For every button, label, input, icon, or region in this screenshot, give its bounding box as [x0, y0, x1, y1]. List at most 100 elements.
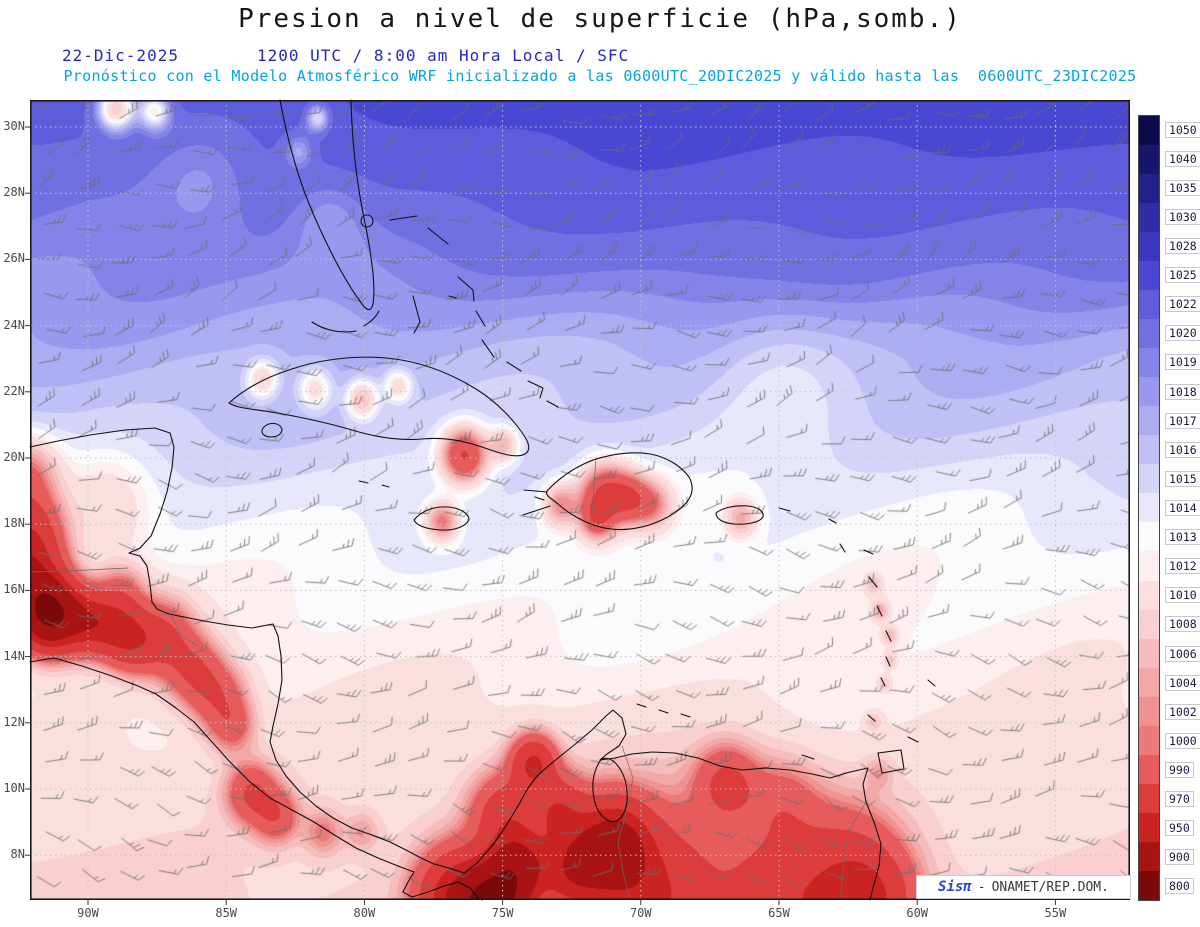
coastline-florida-keys: [311, 310, 380, 333]
colorbar-value-label: 1018: [1165, 383, 1200, 400]
colorbar-value-label: 1006: [1165, 645, 1200, 662]
colorbar-value-label: 1040: [1165, 150, 1200, 167]
colorbar-segment: [1139, 203, 1159, 233]
haiti-dr-border: [590, 457, 597, 528]
lesser-antilles: [778, 507, 936, 743]
colorbar-segment: [1139, 232, 1159, 262]
lat-tick-label: 26N: [3, 251, 25, 266]
colorbar-segment: [1139, 638, 1159, 668]
lon-tick-label: 55W: [1044, 906, 1067, 920]
watermark-source: ONAMET/REP.DOM.: [991, 879, 1109, 895]
lon-tick-label: 90W: [77, 906, 99, 920]
map-frame: [30, 100, 1131, 901]
colorbar-value-label: 1016: [1165, 441, 1200, 458]
coastline-cuba: [228, 356, 530, 457]
colorbar-value-label: 1010: [1165, 587, 1200, 604]
coastline-jamaica: [413, 506, 470, 531]
lat-tick-label: 12N: [3, 714, 25, 729]
lon-tick-label: 75W: [491, 906, 514, 920]
colorbar-value-label: 1017: [1165, 412, 1200, 429]
colorbar-segment: [1139, 493, 1159, 523]
colorbar-segment: [1139, 377, 1159, 407]
abc-islands: [636, 703, 691, 718]
colorbar-segment: [1139, 174, 1159, 204]
colorbar-value-label: 1050: [1165, 121, 1200, 138]
watermark: Sisπ - ONAMET/REP.DOM.: [916, 875, 1131, 899]
run-date: 22-Dic-2025: [62, 46, 179, 65]
colorbar-segment: [1139, 870, 1159, 900]
lon-tick-label: 60W: [906, 906, 929, 920]
lat-tick-label: 20N: [3, 450, 25, 464]
lat-tick-label: 24N: [3, 317, 25, 332]
cayman-islands: [358, 480, 390, 488]
colorbar-segment: [1139, 696, 1159, 726]
colorbar-value-label: 1022: [1165, 296, 1200, 313]
colorbar-segment: [1139, 435, 1159, 465]
colorbar-segment: [1139, 667, 1159, 697]
colorbar-segments: [1138, 115, 1160, 901]
colorbar-value-label: 1014: [1165, 500, 1200, 516]
colorbar-value-label: 800: [1165, 878, 1194, 895]
run-time: 1200 UTC / 8:00 am Hora Local / SFC: [256, 46, 630, 65]
coastlines: [29, 99, 936, 901]
colorbar-value-label: 1030: [1165, 208, 1200, 225]
colorbar-segment: [1139, 145, 1159, 175]
coastline-bahamas: [389, 215, 559, 408]
pressure-field-canvas: [30, 100, 1130, 900]
map-overlay: [25, 99, 1131, 905]
longitude-axis: 90W 85W 80W 75W 70W 65W 60W 55W: [30, 900, 1130, 924]
latitude-axis: 30N 28N 26N 24N 22N 20N 18N 16N 14N 12N 10N 8N: [0, 100, 28, 900]
lat-tick-label: 18N: [3, 516, 25, 531]
isla-juventud: [261, 422, 283, 438]
coastline-florida: [279, 99, 375, 311]
colorbar-segment: [1139, 348, 1159, 378]
gridlines: [25, 100, 1130, 905]
map-plot: 30N 28N 26N 24N 22N 20N 18N 16N 14N 12N 10N 8N 90W 8…: [3, 99, 1131, 920]
coastline-puerto-rico: [715, 505, 764, 525]
colorbar-segment: [1139, 754, 1159, 784]
colorbar-segment: [1139, 551, 1159, 581]
colorbar-value-label: 1002: [1165, 703, 1200, 720]
colorbar-segment: [1139, 261, 1159, 291]
colorbar-value-label: 970: [1165, 791, 1194, 808]
colorbar-value-label: 1008: [1165, 616, 1200, 633]
colorbar-value-label: 1004: [1165, 674, 1200, 691]
colorbar-value-label: 1013: [1165, 529, 1200, 546]
lon-tick-label: 70W: [629, 906, 652, 920]
colorbar-value-label: 1015: [1165, 470, 1200, 487]
page-title: Presion a nivel de superficie (hPa,somb.…: [238, 4, 962, 34]
colorbar-segment: [1139, 319, 1159, 349]
coastline-hispaniola: [546, 452, 693, 530]
lat-tick-label: 14N: [3, 648, 25, 663]
colorbar-value-label: 1019: [1165, 354, 1200, 371]
colorbar-segment: [1139, 116, 1159, 146]
colorbar-segment: [1139, 609, 1159, 639]
colorbar-segment: [1139, 725, 1159, 755]
colorbar-segment: [1139, 406, 1159, 436]
colorbar-value-label: 1000: [1165, 732, 1200, 749]
country-borders: [29, 567, 867, 901]
lat-tick-label: 16N: [3, 582, 25, 597]
watermark-separator: -: [977, 879, 986, 895]
lon-tick-label: 85W: [215, 906, 238, 920]
colorbar-segment: [1139, 783, 1159, 813]
lat-tick-label: 28N: [3, 185, 25, 200]
lake-okeechobee: [360, 214, 374, 228]
datetime-line: 22-Dic-2025 1200 UTC / 8:00 am Hora Loca…: [62, 46, 629, 65]
watermark-brand: Sisπ: [938, 879, 972, 895]
haiti-peninsulas: [522, 489, 551, 516]
colorbar-segment: [1139, 580, 1159, 610]
colorbar-labels: 1050 1040 1035 1030 1028 1025 1022 1020 1019 1018…: [1165, 115, 1200, 901]
colorbar-value-label: 1028: [1165, 238, 1200, 254]
lon-tick-label: 65W: [768, 906, 790, 920]
lat-tick-label: 8N: [10, 847, 25, 862]
colorbar-value-label: 950: [1165, 820, 1194, 837]
lake-maracaibo: [592, 757, 628, 823]
lon-tick-label: 80W: [353, 906, 376, 920]
colorbar-segment: [1139, 812, 1159, 842]
colorbar-segment: [1139, 464, 1159, 494]
colorbar-value-label: 900: [1165, 849, 1194, 866]
lat-tick-label: 22N: [3, 383, 25, 398]
colorbar-value-label: 1035: [1165, 179, 1200, 196]
